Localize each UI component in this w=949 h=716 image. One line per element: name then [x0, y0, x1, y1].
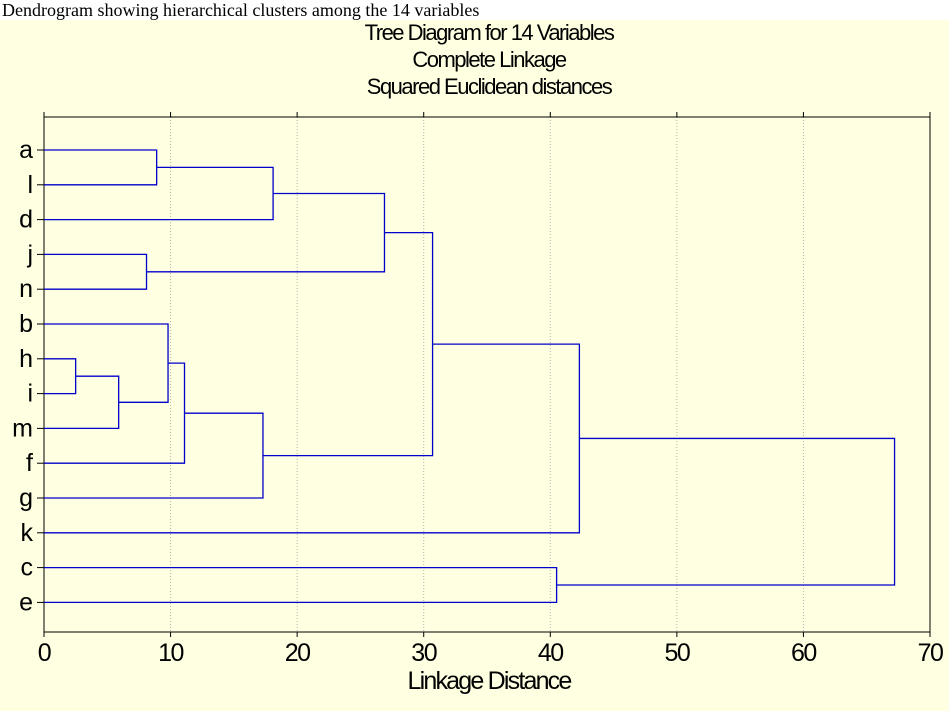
merge-link-c4 — [44, 149, 158, 186]
x-tick-label-70: 70 — [918, 639, 943, 667]
plot-area — [43, 116, 931, 633]
x-tick-label-60: 60 — [791, 639, 816, 667]
leaf-label-j: j — [26, 240, 33, 268]
merge-c13 — [556, 437, 896, 586]
merge-link-c9 — [146, 192, 386, 273]
merge-link-c7 — [44, 412, 264, 499]
leaf-label-h: h — [19, 345, 33, 373]
leaf-label-g: g — [19, 484, 33, 512]
x-tick-labels: 0 10 20 30 40 50 60 70 — [38, 639, 945, 667]
merge-c4 — [44, 149, 158, 186]
merge-c1 — [44, 358, 77, 395]
merge-c11 — [44, 566, 558, 604]
chart-subtitle-2: Squared Euclidean distances — [367, 74, 613, 99]
merge-c12 — [44, 343, 581, 534]
axis-ticks — [37, 112, 931, 637]
figure-caption: Dendrogram showing hierarchical clusters… — [0, 0, 949, 20]
leaf-label-k: k — [21, 519, 34, 547]
leaf-label-a: a — [19, 136, 33, 164]
merge-c2 — [44, 375, 120, 430]
leaf-label-c: c — [21, 554, 34, 582]
merge-link-c6 — [44, 362, 186, 464]
x-axis-label: Linkage Distance — [408, 667, 572, 695]
x-tick-label-30: 30 — [411, 639, 436, 667]
leaf-label-i: i — [27, 380, 33, 408]
merge-c3 — [44, 253, 148, 290]
merge-link-c11 — [44, 566, 558, 604]
merge-link-c10 — [262, 231, 434, 457]
merge-c8 — [44, 166, 274, 221]
merge-link-c13 — [556, 437, 896, 586]
merge-c6 — [44, 362, 186, 464]
leaf-label-d: d — [19, 206, 33, 234]
merge-link-c8 — [44, 166, 274, 221]
merge-c5 — [44, 323, 169, 403]
merge-link-c5 — [44, 323, 169, 403]
x-tick-label-40: 40 — [538, 639, 563, 667]
dendrogram-chart: Tree Diagram for 14 Variables Complete L… — [12, 20, 945, 695]
merge-link-c2 — [44, 375, 120, 430]
merge-link-c1 — [44, 358, 77, 395]
x-tick-label-0: 0 — [38, 639, 51, 667]
x-tick-label-50: 50 — [664, 639, 689, 667]
chart-panel: Tree Diagram for 14 Variables Complete L… — [0, 20, 949, 711]
merge-c10 — [262, 231, 434, 457]
leaf-label-b: b — [19, 310, 33, 338]
leaf-label-n: n — [19, 275, 33, 303]
leaf-label-l: l — [27, 171, 33, 199]
grid-lines — [170, 117, 804, 632]
x-tick-label-10: 10 — [158, 639, 183, 667]
chart-title: Tree Diagram for 14 Variables — [365, 20, 615, 45]
merge-link-c12 — [44, 343, 581, 534]
leaf-label-e: e — [19, 588, 33, 616]
merge-link-c3 — [44, 253, 148, 290]
leaf-label-m: m — [12, 414, 33, 442]
x-tick-label-20: 20 — [285, 639, 310, 667]
merge-c9 — [146, 192, 386, 273]
leaf-label-f: f — [26, 449, 33, 477]
dendrogram-lines — [44, 149, 896, 604]
merge-c7 — [44, 412, 264, 499]
chart-subtitle-1: Complete Linkage — [412, 47, 567, 72]
